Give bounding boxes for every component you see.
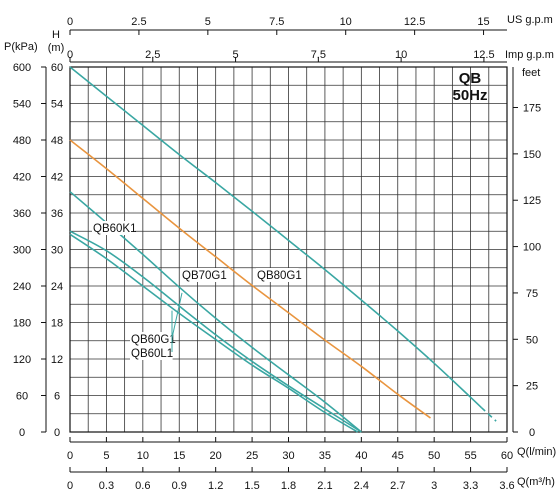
series-label-qb60g1: QB60G1 <box>131 334 176 346</box>
x-axis-m3h-tick-label: 3 <box>431 480 437 492</box>
series-line-qb80g1 <box>69 66 483 409</box>
series-label-qb60k1: QB60K1 <box>93 223 136 235</box>
x-axis-imp-gpm-tick-label: 12.5 <box>473 49 494 61</box>
x-axis-m3h-tick-label: 1.5 <box>244 480 259 492</box>
x-axis-us-gpm-tick-label: 10 <box>340 16 352 28</box>
y-axis-pressure-tick-label: 60 <box>16 391 28 403</box>
x-axis-lmin-tick-label: 5 <box>103 450 109 462</box>
series-label-backing <box>130 332 173 346</box>
flow-m3h-axis-unit: Q(m³/h) <box>517 476 555 488</box>
series-label-leader-qb60g1 <box>171 292 183 339</box>
x-axis-m3h-tick-label: 3.3 <box>463 480 478 492</box>
x-axis-us-gpm-tick-label: 15 <box>477 16 489 28</box>
us-gpm-axis-unit: US g.p.m <box>507 14 553 26</box>
x-axis-imp-gpm-tick-label: 7.5 <box>311 49 326 61</box>
x-axis-imp-gpm-tick-label: 5 <box>233 49 239 61</box>
x-axis-lmin-tick-label: 50 <box>428 450 440 462</box>
y-axis-pressure-tick-label: 420 <box>13 172 31 184</box>
x-axis-m3h-tick-label: 0 <box>67 480 73 492</box>
y-axis-pressure-tick-label: 600 <box>13 62 31 74</box>
x-axis-lmin-tick-label: 45 <box>392 450 404 462</box>
chart-subtitle: 50Hz <box>452 87 487 104</box>
x-axis-lmin-tick-label: 35 <box>319 450 331 462</box>
series-line-qb60g1 <box>69 230 362 433</box>
y-axis-pressure-tick-label: 480 <box>13 135 31 147</box>
x-axis-us-gpm-tick-label: 7.5 <box>269 16 284 28</box>
x-axis-lmin-tick-label: 15 <box>173 450 185 462</box>
series-label-backing <box>256 268 299 282</box>
x-axis-m3h-tick-label: 2.7 <box>390 480 405 492</box>
x-axis-m3h-tick-label: 0.3 <box>99 480 114 492</box>
series-line-qb80g1-extension <box>480 407 497 422</box>
y-axis-head-tick-label: 12 <box>51 354 63 366</box>
y-axis-head-tick-label: 60 <box>51 62 63 74</box>
y-axis-feet-tick-label: 150 <box>523 149 541 161</box>
y-axis-head-tick-label: 0 <box>54 427 60 439</box>
x-axis-m3h-tick-label: 0.6 <box>135 480 150 492</box>
plot-frame <box>69 66 508 433</box>
imp-gpm-axis-unit: Imp g.p.m <box>505 49 554 61</box>
x-axis-lmin-tick-label: 30 <box>282 450 294 462</box>
series-label-qb60l1: QB60L1 <box>131 348 173 360</box>
flow-lmin-axis-unit: Q(l/min) <box>517 446 556 458</box>
feet-axis-unit: feet <box>522 67 540 79</box>
x-axis-lmin-tick-label: 40 <box>355 450 367 462</box>
x-axis-lmin-tick-label: 20 <box>210 450 222 462</box>
series-label-backing <box>181 268 224 282</box>
y-axis-feet-tick-label: 175 <box>523 103 541 115</box>
y-axis-head-tick-label: 42 <box>51 172 63 184</box>
x-axis-lmin-tick-label: 25 <box>246 450 258 462</box>
y-axis-feet-tick-label: 75 <box>526 288 538 300</box>
x-axis-imp-gpm-tick-label: 0 <box>67 49 73 61</box>
x-axis-us-gpm-tick-label: 0 <box>67 16 73 28</box>
x-axis-m3h-tick-label: 0.9 <box>172 480 187 492</box>
y-axis-feet-tick-label: 100 <box>523 242 541 254</box>
series-label-backing <box>130 346 173 360</box>
y-axis-head-tick-label: 24 <box>51 281 63 293</box>
x-axis-m3h-tick-label: 2.1 <box>317 480 332 492</box>
y-axis-head-tick-label: 6 <box>54 391 60 403</box>
series-label-qb80g1: QB80G1 <box>257 270 302 282</box>
series-label-backing <box>92 221 135 235</box>
x-axis-m3h-tick-label: 1.8 <box>281 480 296 492</box>
x-axis-us-gpm-tick-label: 12.5 <box>404 16 425 28</box>
head-axis-unit-h: H <box>52 29 60 41</box>
y-axis-head-tick-label: 48 <box>51 135 63 147</box>
x-axis-us-gpm-tick-label: 2.5 <box>131 16 146 28</box>
x-axis-imp-gpm-tick-label: 2.5 <box>145 49 160 61</box>
chart-title: QB <box>459 70 482 87</box>
y-axis-pressure-tick-label: 360 <box>13 208 31 220</box>
y-axis-head-tick-label: 54 <box>51 99 63 111</box>
x-axis-lmin-tick-label: 0 <box>67 450 73 462</box>
x-axis-m3h-tick-label: 1.2 <box>208 480 223 492</box>
y-axis-pressure-tick-label: 240 <box>13 281 31 293</box>
x-axis-imp-gpm-tick-label: 10 <box>395 49 407 61</box>
x-axis-lmin-tick-label: 60 <box>501 450 513 462</box>
x-axis-us-gpm-tick-label: 5 <box>205 16 211 28</box>
y-axis-head-tick-label: 36 <box>51 208 63 220</box>
y-axis-feet-tick-label: 50 <box>526 334 538 346</box>
y-axis-pressure-tick-label: 120 <box>13 354 31 366</box>
y-axis-head-tick-label: 18 <box>51 318 63 330</box>
y-axis-feet-tick-label: 0 <box>529 427 535 439</box>
series-line-qb70g1 <box>69 139 431 419</box>
pressure-axis-unit: P(kPa) <box>4 41 38 53</box>
y-axis-pressure-tick-label: 180 <box>13 318 31 330</box>
head-axis-unit-m: (m) <box>48 42 65 54</box>
x-axis-m3h-tick-label: 2.4 <box>354 480 369 492</box>
x-axis-lmin-tick-label: 10 <box>137 450 149 462</box>
x-axis-lmin-tick-label: 55 <box>464 450 476 462</box>
y-axis-feet-tick-label: 125 <box>523 195 541 207</box>
x-axis-m3h-tick-label: 3.6 <box>499 480 514 492</box>
y-axis-pressure-tick-label: 540 <box>13 99 31 111</box>
series-line-qb60l1 <box>69 233 359 433</box>
y-axis-feet-tick-label: 25 <box>526 381 538 393</box>
y-axis-pressure-tick-label: 300 <box>13 245 31 257</box>
y-axis-pressure-tick-label: 0 <box>19 427 25 439</box>
series-label-qb70g1: QB70G1 <box>182 270 227 282</box>
y-axis-head-tick-label: 30 <box>51 245 63 257</box>
